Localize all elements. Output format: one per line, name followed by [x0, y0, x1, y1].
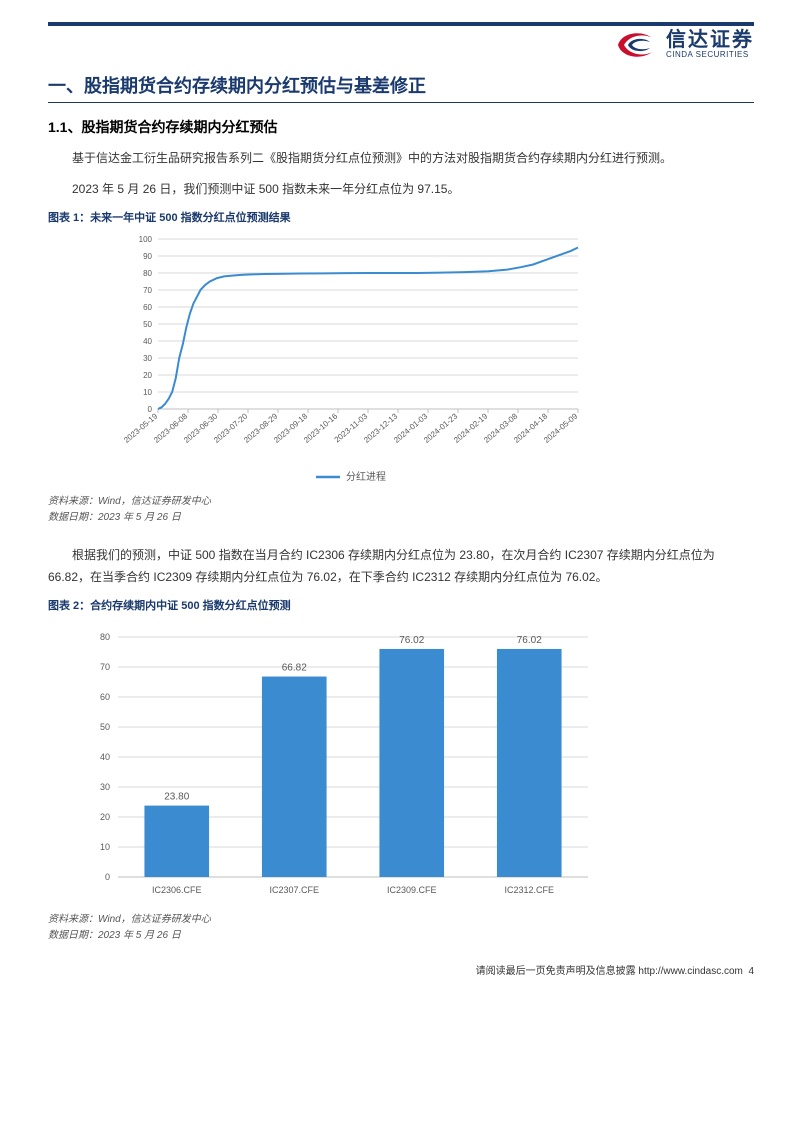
chart2-source-2: 数据日期：2023 年 5 月 26 日 — [48, 928, 754, 944]
svg-text:23.80: 23.80 — [164, 792, 189, 803]
svg-text:0: 0 — [105, 872, 110, 882]
svg-text:50: 50 — [100, 722, 110, 732]
logo-swirl-icon — [616, 28, 660, 62]
svg-text:40: 40 — [100, 752, 110, 762]
footer-url: http://www.cindasc.com — [638, 966, 742, 977]
paragraph-2: 2023 年 5 月 26 日，我们预测中证 500 指数未来一年分红点位为 9… — [48, 178, 754, 201]
paragraph-3: 根据我们的预测，中证 500 指数在当月合约 IC2306 存续期内分红点位为 … — [48, 544, 754, 590]
chart2-title: 图表 2：合约存续期内中证 500 指数分红点位预测 — [48, 597, 754, 613]
chart1-title: 图表 1：未来一年中证 500 指数分红点位预测结果 — [48, 209, 754, 225]
svg-text:66.82: 66.82 — [282, 663, 307, 674]
paragraph-1: 基于信达金工衍生品研究报告系列二《股指期货分红点位预测》中的方法对股指期货合约存… — [48, 147, 754, 170]
footer-page-number: 4 — [748, 966, 754, 977]
footer-text: 请阅读最后一页免责声明及信息披露 — [476, 966, 639, 977]
header-rule — [48, 22, 754, 26]
header: 信达证券 CINDA SECURITIES — [48, 28, 754, 62]
svg-text:IC2306.CFE: IC2306.CFE — [152, 885, 202, 895]
svg-text:76.02: 76.02 — [399, 635, 424, 646]
svg-text:10: 10 — [100, 842, 110, 852]
svg-text:70: 70 — [100, 662, 110, 672]
svg-text:IC2312.CFE: IC2312.CFE — [504, 885, 554, 895]
chart2-source-1: 资料来源：Wind，信达证券研发中心 — [48, 912, 754, 928]
svg-text:20: 20 — [100, 812, 110, 822]
svg-text:30: 30 — [100, 782, 110, 792]
chart1-line: 01020304050607080901002023-05-192023-06-… — [48, 229, 754, 494]
section-heading-1-1: 1.1、股指期货合约存续期内分红预估 — [48, 117, 754, 137]
svg-text:80: 80 — [100, 632, 110, 642]
brand-logo: 信达证券 CINDA SECURITIES — [616, 28, 754, 62]
section-heading-1: 一、股指期货合约存续期内分红预估与基差修正 — [48, 72, 754, 103]
chart1-source-2: 数据日期：2023 年 5 月 26 日 — [48, 510, 754, 526]
svg-text:10: 10 — [143, 388, 152, 397]
svg-text:40: 40 — [143, 337, 152, 346]
svg-text:IC2307.CFE: IC2307.CFE — [269, 885, 319, 895]
svg-text:50: 50 — [143, 320, 152, 329]
chart2-bar: 0 10 20 30 40 50 60 70 80 23.80 IC2306.CFE 66.82 IC2… — [48, 617, 754, 912]
svg-text:90: 90 — [143, 252, 152, 261]
svg-text:分红进程: 分红进程 — [346, 470, 386, 483]
svg-text:IC2309.CFE: IC2309.CFE — [387, 885, 437, 895]
page-footer: 请阅读最后一页免责声明及信息披露 http://www.cindasc.com … — [48, 962, 754, 977]
svg-text:2024-05-09: 2024-05-09 — [542, 411, 580, 445]
chart1-source-1: 资料来源：Wind，信达证券研发中心 — [48, 494, 754, 510]
svg-text:70: 70 — [143, 286, 152, 295]
svg-text:76.02: 76.02 — [517, 635, 542, 646]
svg-text:100: 100 — [139, 235, 153, 244]
svg-text:80: 80 — [143, 269, 152, 278]
svg-text:60: 60 — [143, 303, 152, 312]
logo-text-cn: 信达证券 — [666, 30, 754, 51]
svg-text:60: 60 — [100, 692, 110, 702]
logo-text-en: CINDA SECURITIES — [666, 51, 754, 59]
svg-text:20: 20 — [143, 371, 152, 380]
svg-text:30: 30 — [143, 354, 152, 363]
